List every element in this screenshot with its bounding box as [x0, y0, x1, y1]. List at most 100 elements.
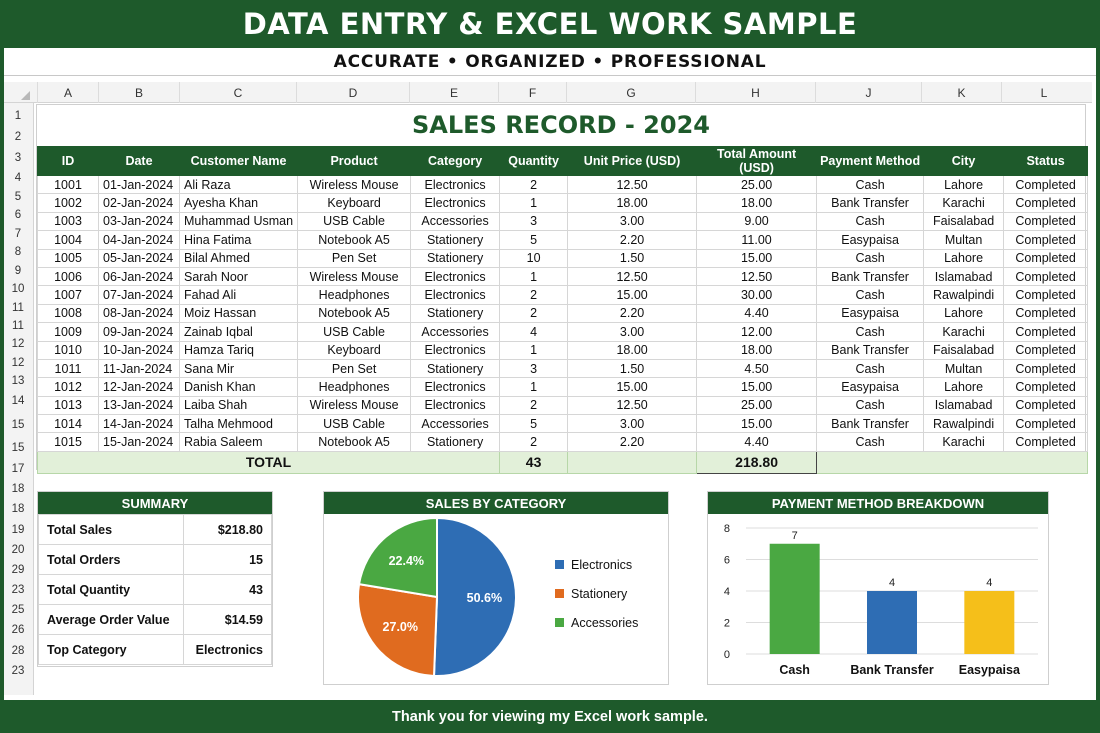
table-cell[interactable]: 25.00 [696, 174, 818, 195]
table-cell[interactable]: 2 [499, 303, 569, 324]
table-cell[interactable]: Electronics [410, 193, 501, 213]
table-cell[interactable]: Faisalabad [923, 211, 1005, 232]
table-cell[interactable]: Completed [1003, 193, 1089, 213]
table-cell[interactable]: Accessories [410, 211, 501, 232]
table-cell[interactable]: Accessories [410, 414, 501, 434]
table-cell[interactable]: 12-Jan-2024 [98, 377, 180, 397]
table-cell[interactable]: Completed [1003, 230, 1089, 250]
table-cell[interactable]: 1 [499, 377, 569, 397]
table-cell[interactable]: Islamabad [923, 395, 1005, 416]
summary-label[interactable]: Top Category [37, 634, 185, 665]
table-cell[interactable]: 2 [499, 285, 569, 305]
table-cell[interactable]: 08-Jan-2024 [98, 303, 180, 324]
table-cell[interactable]: Cash [816, 285, 925, 305]
table-cell[interactable]: 13-Jan-2024 [98, 395, 180, 416]
row-header[interactable]: 15 [4, 411, 32, 438]
column-heading[interactable]: Customer Name [178, 146, 299, 176]
summary-value[interactable]: Electronics [183, 634, 272, 665]
table-cell[interactable]: Moiz Hassan [178, 303, 299, 324]
table-cell[interactable]: Notebook A5 [297, 432, 412, 452]
summary-label[interactable]: Average Order Value [37, 604, 185, 635]
column-header-a[interactable]: A [37, 82, 98, 103]
table-cell[interactable]: Electronics [410, 395, 501, 416]
legend-item-stationery[interactable]: Stationery [555, 579, 638, 608]
table-cell[interactable]: 1008 [37, 303, 99, 324]
table-cell[interactable]: Rawalpindi [923, 414, 1005, 434]
table-cell[interactable]: 10-Jan-2024 [98, 340, 180, 360]
table-cell[interactable]: Completed [1003, 174, 1089, 195]
summary-label[interactable]: Total Quantity [37, 574, 185, 605]
table-cell[interactable]: Lahore [923, 174, 1005, 195]
table-cell[interactable]: 1006 [37, 266, 99, 287]
table-cell[interactable]: Easypaisa [816, 377, 925, 397]
table-cell[interactable]: Cash [816, 395, 925, 416]
table-cell[interactable]: 1015 [37, 432, 99, 452]
table-cell[interactable]: Electronics [410, 266, 501, 287]
table-cell[interactable]: 12.50 [567, 174, 698, 195]
table-cell[interactable]: Easypaisa [816, 230, 925, 250]
summary-label[interactable]: Total Orders [37, 544, 185, 575]
column-header-f[interactable]: F [498, 82, 566, 103]
table-cell[interactable]: Completed [1003, 266, 1089, 287]
table-cell[interactable]: 01-Jan-2024 [98, 174, 180, 195]
table-cell[interactable]: 1013 [37, 395, 99, 416]
row-header[interactable]: 3 [4, 147, 32, 169]
table-cell[interactable]: Electronics [410, 377, 501, 397]
table-cell[interactable]: 4.40 [696, 303, 818, 324]
table-cell[interactable]: Bank Transfer [816, 266, 925, 287]
row-header[interactable]: 17 [4, 458, 32, 479]
column-heading[interactable]: Payment Method [816, 146, 925, 176]
table-cell[interactable]: 15.00 [567, 377, 698, 397]
row-header[interactable]: 19 [4, 520, 32, 540]
column-heading[interactable]: Unit Price (USD) [567, 146, 698, 176]
row-header[interactable]: 1 [4, 106, 32, 126]
table-cell[interactable]: 2 [499, 395, 569, 416]
table-cell[interactable]: Lahore [923, 303, 1005, 324]
table-cell[interactable]: 15.00 [696, 414, 818, 434]
table-cell[interactable]: Completed [1003, 322, 1089, 342]
table-cell[interactable]: Bank Transfer [816, 340, 925, 360]
table-cell[interactable]: 2.20 [567, 303, 698, 324]
row-header[interactable]: 15 [4, 438, 32, 458]
table-cell[interactable]: Notebook A5 [297, 230, 412, 250]
column-header-d[interactable]: D [296, 82, 409, 103]
table-cell[interactable]: 1 [499, 266, 569, 287]
summary-label[interactable]: Total Sales [37, 514, 185, 545]
row-header[interactable]: 10 [4, 280, 32, 298]
table-cell[interactable]: Completed [1003, 377, 1089, 397]
summary-value[interactable]: $14.59 [183, 604, 272, 635]
table-cell[interactable]: Sana Mir [178, 358, 299, 379]
table-cell[interactable]: Stationery [410, 432, 501, 452]
row-header[interactable]: 6 [4, 206, 32, 224]
table-cell[interactable]: 18.00 [696, 340, 818, 360]
table-cell[interactable]: Electronics [410, 174, 501, 195]
table-cell[interactable]: 3.00 [567, 211, 698, 232]
table-cell[interactable]: Talha Mehmood [178, 414, 299, 434]
table-cell[interactable]: Bank Transfer [816, 414, 925, 434]
table-cell[interactable]: 15-Jan-2024 [98, 432, 180, 452]
table-cell[interactable]: Wireless Mouse [297, 174, 412, 195]
table-cell[interactable]: 03-Jan-2024 [98, 211, 180, 232]
table-cell[interactable]: 1 [499, 340, 569, 360]
table-cell[interactable]: 1.50 [567, 358, 698, 379]
table-cell[interactable]: Karachi [923, 322, 1005, 342]
table-cell[interactable]: Danish Khan [178, 377, 299, 397]
table-cell[interactable]: 4.50 [696, 358, 818, 379]
table-cell[interactable]: 15.00 [696, 377, 818, 397]
summary-value[interactable]: 15 [183, 544, 272, 575]
column-heading[interactable]: Total Amount (USD) [696, 146, 818, 176]
table-cell[interactable]: 4.40 [696, 432, 818, 452]
table-cell[interactable]: 1 [499, 193, 569, 213]
table-cell[interactable]: 1003 [37, 211, 99, 232]
table-cell[interactable]: 18.00 [567, 193, 698, 213]
table-cell[interactable]: Wireless Mouse [297, 395, 412, 416]
legend-item-electronics[interactable]: Electronics [555, 550, 638, 579]
bar-bank-transfer[interactable] [867, 591, 917, 654]
table-cell[interactable]: 15.00 [696, 248, 818, 268]
total-empty-cell[interactable] [567, 450, 698, 474]
table-cell[interactable]: 1.50 [567, 248, 698, 268]
table-cell[interactable]: 18.00 [696, 193, 818, 213]
total-empty-cell[interactable] [816, 450, 1089, 474]
table-cell[interactable]: Bilal Ahmed [178, 248, 299, 268]
table-cell[interactable]: Completed [1003, 432, 1089, 452]
